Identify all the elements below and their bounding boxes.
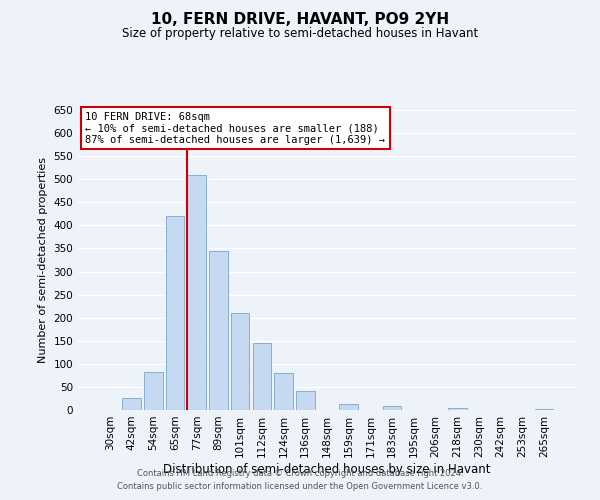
Text: Contains HM Land Registry data © Crown copyright and database right 2024.: Contains HM Land Registry data © Crown c… bbox=[137, 468, 463, 477]
Bar bbox=[340, 404, 358, 410]
Text: 10, FERN DRIVE, HAVANT, PO9 2YH: 10, FERN DRIVE, HAVANT, PO9 2YH bbox=[151, 12, 449, 28]
Bar bbox=[144, 372, 163, 410]
Bar bbox=[122, 398, 141, 410]
Text: 10 FERN DRIVE: 68sqm
← 10% of semi-detached houses are smaller (188)
87% of semi: 10 FERN DRIVE: 68sqm ← 10% of semi-detac… bbox=[85, 112, 385, 144]
Bar bbox=[187, 174, 206, 410]
Bar bbox=[296, 390, 314, 410]
Bar bbox=[383, 406, 401, 410]
Text: Size of property relative to semi-detached houses in Havant: Size of property relative to semi-detach… bbox=[122, 28, 478, 40]
Bar bbox=[166, 216, 184, 410]
Text: Contains public sector information licensed under the Open Government Licence v3: Contains public sector information licen… bbox=[118, 482, 482, 491]
Bar bbox=[448, 408, 467, 410]
Bar bbox=[274, 373, 293, 410]
Y-axis label: Number of semi-detached properties: Number of semi-detached properties bbox=[38, 157, 48, 363]
Bar bbox=[535, 409, 553, 410]
Bar bbox=[253, 343, 271, 410]
Bar bbox=[209, 251, 227, 410]
Bar bbox=[231, 313, 250, 410]
X-axis label: Distribution of semi-detached houses by size in Havant: Distribution of semi-detached houses by … bbox=[163, 462, 491, 475]
